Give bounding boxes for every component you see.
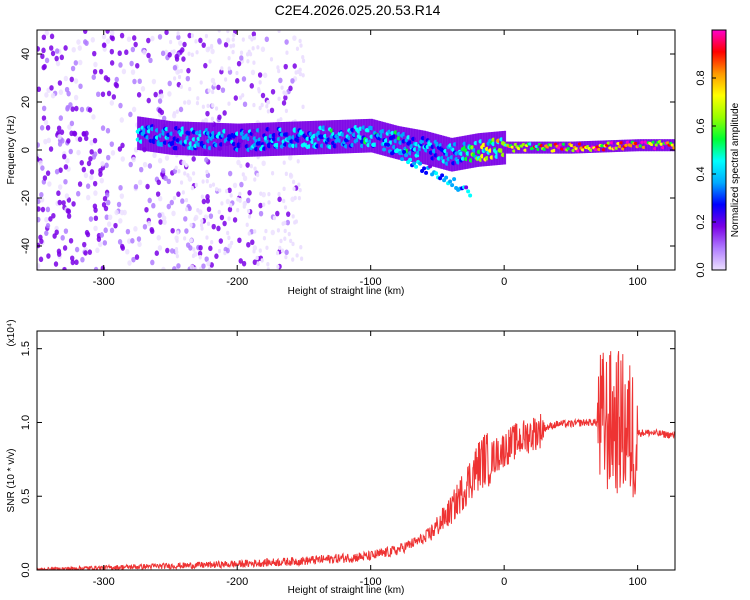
snr-y-tick-label: 1.5	[20, 341, 32, 356]
spectrogram-y-ticks: -40 -20 0 20 40	[20, 48, 675, 254]
snr-y-axis-title: SNR (10 * v/v)	[6, 449, 17, 513]
colorbar-gradient	[711, 29, 727, 271]
snr-series-line	[37, 351, 675, 570]
snr-y-multiplier: (x10⁴)	[6, 319, 17, 346]
snr-x-tick-label: 100	[628, 576, 646, 588]
snr-y-ticks: 0.0 0.5 1.0 1.5	[20, 341, 675, 578]
snr-y-tick-label: 1.0	[20, 415, 32, 430]
snr-x-tick-label: -200	[226, 576, 248, 588]
snr-x-tick-label: -100	[360, 576, 382, 588]
snr-panel: -300 -200 -100 0 100 0.0 0.5 1.0 1.5 Height of …	[6, 319, 676, 596]
spectrogram-y-tick-label: 40	[20, 48, 32, 60]
colorbar-title: Normalized spectral amplitude	[730, 102, 741, 237]
spectrogram-y-axis-title: Frequency (Hz)	[6, 116, 17, 185]
snr-x-axis-title: Height of straight line (km)	[288, 585, 405, 596]
spectrogram-heatmap	[37, 30, 675, 270]
colorbar-tick-label: 0.2	[695, 214, 707, 229]
snr-x-tick-label: 0	[501, 576, 507, 588]
colorbar-tick-label: 0.4	[695, 166, 707, 181]
spectrogram-x-tick-label: 100	[628, 276, 646, 288]
spectrogram-x-tick-label: 0	[501, 276, 507, 288]
spectrogram-x-tick-label: -300	[93, 276, 115, 288]
snr-frame	[36, 330, 676, 571]
snr-x-tick-label: -300	[93, 576, 115, 588]
colorbar-tick-label: 0.6	[695, 118, 707, 133]
chart-title: C2E4.2026.025.20.53.R14	[274, 2, 441, 18]
spectrogram-x-ticks: -300 -200 -100 0 100	[93, 30, 647, 288]
colorbar-tick-label: 0.8	[695, 70, 707, 85]
spectrogram-x-tick-label: -100	[360, 276, 382, 288]
snr-y-tick-label: 0.0	[20, 562, 32, 577]
spectrogram-y-tick-label: -20	[20, 190, 32, 206]
colorbar-ticks: 0.0 0.2 0.4 0.6 0.8	[695, 70, 716, 278]
snr-x-ticks: -300 -200 -100 0 100	[93, 331, 647, 588]
spectrogram-x-axis-title: Height of straight line (km)	[288, 286, 405, 297]
spectrogram-y-tick-label: 20	[20, 96, 32, 108]
snr-y-tick-label: 0.5	[20, 489, 32, 504]
colorbar: 0.0 0.2 0.4 0.6 0.8 Normalized spectral ampl…	[695, 29, 741, 278]
colorbar-tick-label: 0.0	[695, 262, 707, 277]
spectrogram-x-tick-label: -200	[226, 276, 248, 288]
spectrogram-y-tick-label: 0	[20, 147, 32, 153]
spectrogram-y-tick-label: -40	[20, 238, 32, 254]
